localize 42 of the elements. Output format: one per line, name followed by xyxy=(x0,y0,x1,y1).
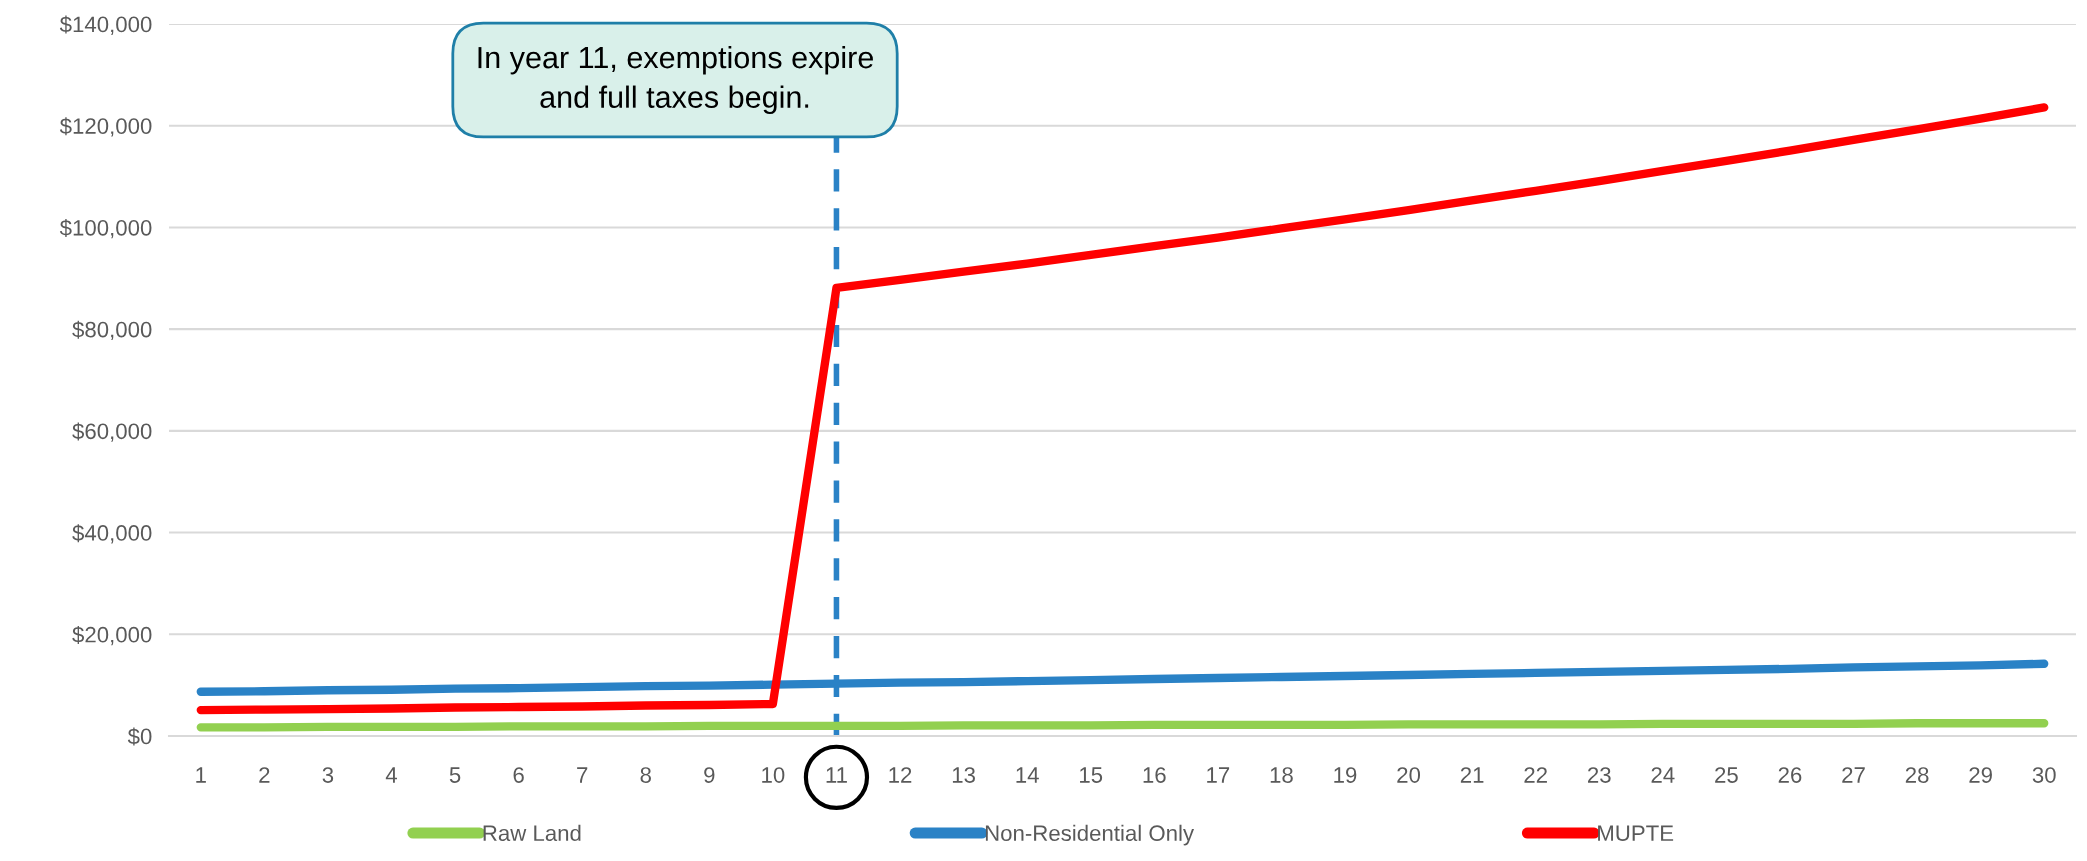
y-tick-label: $120,000 xyxy=(59,117,152,137)
x-tick-label: 16 xyxy=(1143,767,1166,783)
x-tick-label: 5 xyxy=(449,767,461,783)
x-tick-label: 6 xyxy=(513,767,524,783)
x-tick-label: 18 xyxy=(1270,767,1293,783)
x-tick-label: 4 xyxy=(385,767,398,783)
legend-label: Non-Residential Only xyxy=(985,824,1195,846)
x-tick-label: 24 xyxy=(1651,767,1675,783)
x-tick-label: 13 xyxy=(952,767,975,783)
x-tick-label: 30 xyxy=(2032,767,2056,783)
x-tick-label: 17 xyxy=(1207,767,1230,783)
y-tick-label: $100,000 xyxy=(59,219,152,239)
legend-label: MUPTE xyxy=(1598,825,1674,842)
x-tick-label: 7 xyxy=(577,767,588,783)
y-tick-label: $80,000 xyxy=(72,320,152,341)
x-tick-label: 29 xyxy=(1969,767,1992,783)
legend-label: Raw Land xyxy=(483,824,581,842)
x-tick-label: 26 xyxy=(1778,767,1802,783)
x-tick-label: 15 xyxy=(1080,767,1103,783)
x-tick-label: 9 xyxy=(704,767,715,783)
x-tick-label: 3 xyxy=(322,767,334,783)
y-tick-label: $40,000 xyxy=(72,524,152,544)
x-tick-label: 22 xyxy=(1524,767,1547,783)
x-tick-label: 10 xyxy=(762,767,785,783)
x-tick-label: 28 xyxy=(1905,767,1929,783)
x-tick-label: 23 xyxy=(1588,767,1611,783)
x-tick-label: 21 xyxy=(1460,767,1484,783)
x-tick-label: 8 xyxy=(640,767,651,783)
x-tick-label: 25 xyxy=(1715,767,1738,783)
y-tick-label: $0 xyxy=(127,727,152,746)
x-tick-label: 2 xyxy=(259,767,270,783)
x-tick-label: 19 xyxy=(1334,767,1357,783)
x-tick-label: 20 xyxy=(1397,767,1421,783)
y-tick-label: $140,000 xyxy=(59,15,152,35)
x-tick-label: 1 xyxy=(196,767,206,783)
annotation: In year 11, exemptions expire and full taxes begin. xyxy=(478,45,873,115)
x-tick-label: 11 xyxy=(826,767,847,783)
x-tick-label: 12 xyxy=(889,767,912,783)
y-tick-label: $60,000 xyxy=(72,422,152,442)
x-tick-label: 14 xyxy=(1016,767,1039,783)
x-tick-label: 27 xyxy=(1842,767,1865,783)
y-tick-label: $20,000 xyxy=(72,625,152,646)
